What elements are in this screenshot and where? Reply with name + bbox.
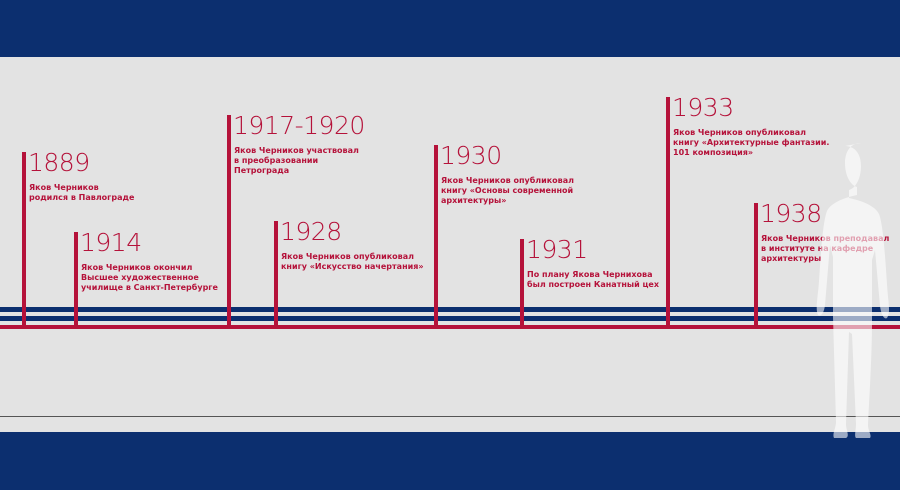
- event-stem: [520, 239, 524, 328]
- event-year: 1928: [280, 217, 342, 246]
- event-stem: [74, 232, 78, 328]
- event-stem: [22, 152, 26, 328]
- event-description: Яков Черников опубликовал книгу «Основы …: [441, 176, 574, 205]
- event-description: Яков Черников опубликовал книгу «Архитек…: [673, 128, 830, 157]
- event-stem: [274, 221, 278, 328]
- human-silhouette: [816, 143, 890, 438]
- floor-line: [0, 416, 900, 417]
- top-band: [0, 0, 900, 57]
- event-description: По плану Якова Чернихова был построен Ка…: [527, 270, 659, 289]
- event-stem: [227, 115, 231, 328]
- event-year: 1930: [440, 141, 502, 170]
- bottom-band: [0, 432, 900, 490]
- event-description: Яков Черников окончил Высшее художествен…: [81, 263, 218, 292]
- event-stem: [666, 97, 670, 328]
- event-year: 1889: [28, 148, 90, 177]
- event-year: 1938: [760, 199, 822, 228]
- timeline-blue-line-2: [0, 316, 900, 321]
- event-stem: [754, 203, 758, 328]
- event-year: 1933: [672, 93, 734, 122]
- event-description: Яков Черников опубликовал книгу «Искусст…: [281, 252, 424, 271]
- event-year: 1931: [526, 235, 588, 264]
- timeline-blue-line-1: [0, 307, 900, 312]
- event-year: 1917-1920: [233, 111, 365, 140]
- event-description: Яков Черников участвовал в преобразовани…: [234, 146, 359, 175]
- event-year: 1914: [80, 228, 142, 257]
- timeline-red-line: [0, 325, 900, 329]
- event-stem: [434, 145, 438, 328]
- event-description: Яков Черников родился в Павлограде: [29, 183, 135, 202]
